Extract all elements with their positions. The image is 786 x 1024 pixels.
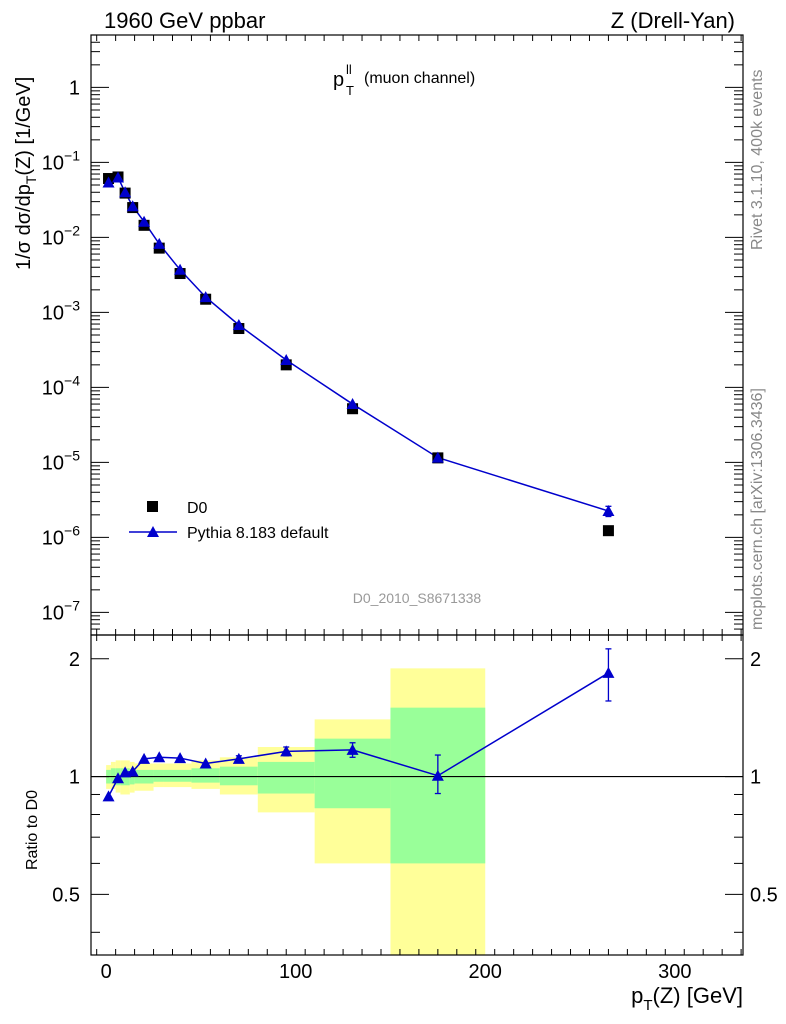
y-tick-label: 10−3 xyxy=(42,297,80,324)
ratio-data-point xyxy=(280,745,293,757)
ratio-data-point xyxy=(112,772,125,784)
y-tick-label: 10−5 xyxy=(42,447,80,474)
legend-marker-pythia xyxy=(147,526,159,537)
x-tick-label: 300 xyxy=(658,961,691,983)
pythia-data-point xyxy=(138,215,151,227)
main-panel: p ll T (muon channel) D0_2010_S8671338 1… xyxy=(13,34,744,636)
pythia-data-point xyxy=(112,171,125,183)
y-tick-label: 1 xyxy=(69,77,80,99)
band-green xyxy=(163,769,192,782)
x-axis-label: pT(Z) [GeV] xyxy=(631,983,743,1014)
main-y-axis-label: 1/σ dσ/dpT(Z) [1/GeV] xyxy=(13,77,39,270)
ratio-data-point xyxy=(232,752,245,764)
rivet-version-label: Rivet 3.1.10, 400k events xyxy=(749,69,766,250)
band-green xyxy=(191,768,220,783)
ratio-frame xyxy=(90,634,744,956)
d0-data-point xyxy=(602,525,614,537)
y-tick-label: 10−1 xyxy=(42,147,80,174)
pythia-data-point xyxy=(346,398,359,410)
pythia-data-point xyxy=(126,200,139,212)
pythia-data-point xyxy=(174,263,187,275)
x-tick-label: 200 xyxy=(469,961,502,983)
ratio-data-point xyxy=(138,752,151,764)
ratio-y-tick-label-right: 1 xyxy=(750,767,761,789)
y-tick-label: 10−4 xyxy=(42,372,80,399)
ratio-data-point xyxy=(199,757,212,769)
main-frame xyxy=(90,34,744,636)
pythia-data-point xyxy=(102,176,115,188)
pythia-data-point xyxy=(232,318,245,330)
ratio-data-point xyxy=(602,666,615,678)
ratio-y-tick-label-right: 2 xyxy=(750,649,761,671)
uncertainty-bands xyxy=(106,668,486,955)
pythia-data-point xyxy=(153,237,166,249)
y-tick-label: 10−2 xyxy=(42,222,80,249)
ratio-y-tick-label-right: 0.5 xyxy=(750,884,778,906)
ratio-data-point xyxy=(431,769,444,781)
pythia-data-point xyxy=(119,186,132,198)
header-energy-label: 1960 GeV ppbar xyxy=(104,8,265,33)
ratio-y-tick-label: 0.5 xyxy=(52,884,80,906)
pythia-data-point xyxy=(280,354,293,366)
y-tick-label: 10−7 xyxy=(42,597,80,624)
legend-label-pythia: Pythia 8.183 default xyxy=(187,525,329,542)
band-green xyxy=(110,768,116,784)
pythia-line xyxy=(108,176,609,512)
analysis-tag: D0_2010_S8671338 xyxy=(353,590,482,606)
legend-label-d0: D0 xyxy=(187,500,208,517)
pythia-data-point xyxy=(431,451,444,463)
ratio-data-point xyxy=(126,765,139,777)
ratio-y-axis-label: Ratio to D0 xyxy=(24,790,41,870)
x-tick-label: 100 xyxy=(279,961,312,983)
pythia-data-point xyxy=(602,505,615,517)
y-tick-label: 10−6 xyxy=(42,522,80,549)
panel-title-subscript: T xyxy=(346,83,354,98)
panel-title-rest: (muon channel) xyxy=(364,70,475,87)
ratio-y-tick-label: 1 xyxy=(69,767,80,789)
ratio-data-point xyxy=(102,790,115,802)
x-tick-label: 0 xyxy=(101,961,112,983)
legend: D0 Pythia 8.183 default xyxy=(129,500,329,542)
legend-marker-d0 xyxy=(147,501,158,512)
pythia-data-point xyxy=(199,291,212,303)
ratio-panel: Ratio to D0 pT(Z) [GeV] 0 100 200 300 0.5 0.5… xyxy=(24,634,778,1014)
panel-title-superscript: ll xyxy=(346,62,352,77)
band-green xyxy=(257,761,315,794)
panel-title-main: p xyxy=(333,69,344,91)
ratio-data-point xyxy=(346,743,359,755)
ratio-data-point xyxy=(174,752,187,764)
ratio-y-tick-label: 2 xyxy=(69,649,80,671)
ratio-data-point xyxy=(153,751,166,763)
header-process-label: Z (Drell-Yan) xyxy=(611,8,735,33)
band-green xyxy=(153,769,164,782)
mcplots-reference-label: mcplots.cern.ch [arXiv:1306.3436] xyxy=(749,388,766,630)
